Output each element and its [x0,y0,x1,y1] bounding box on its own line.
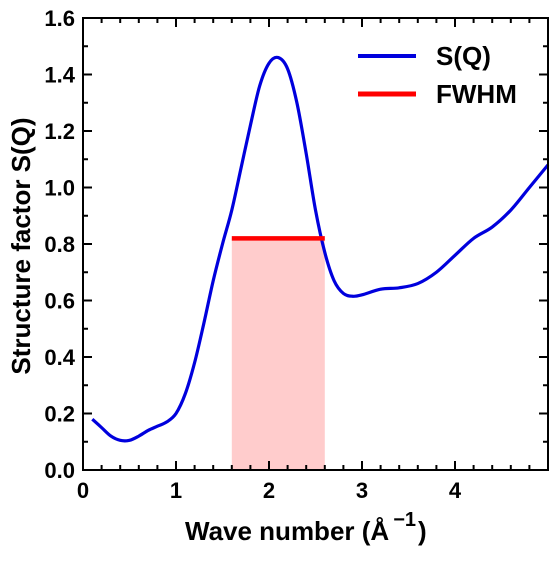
fwhm-fill-layer [231,238,325,470]
series-line-0 [91,55,550,443]
y-tick-label: 1.6 [44,6,75,31]
y-tick-label: 0.6 [44,289,75,314]
x-axis-label-superscript: −1 [393,509,416,531]
y-tick-label: 0.2 [44,402,75,427]
x-tick-label: 4 [449,478,462,503]
fwhm-fill [231,238,325,470]
y-tick-label: 0.8 [44,232,75,257]
legend: S(Q) FWHM [358,41,517,109]
x-axis-label-main: Wave number (Å [185,516,389,546]
y-axis-label: Structure factor S(Q) [6,117,36,374]
y-tick-label: 1.4 [44,63,75,88]
y-tick-label: 1.2 [44,119,75,144]
x-tick-label: 1 [170,478,182,503]
y-tick-label: 0.4 [44,345,75,370]
tick-layer [82,17,549,471]
x-tick-label: 3 [356,478,368,503]
x-axis-label: Wave number (Å −1) [185,509,427,546]
series-layer [91,55,550,443]
x-axis-label-close: ) [418,516,427,546]
x-tick-label: 2 [263,478,275,503]
y-tick-label: 0.0 [44,458,75,483]
y-tick-label: 1.0 [44,176,75,201]
legend-fwhm-label: FWHM [436,79,517,109]
tick-label-layer: 0 1 2 3 4 0.0 0.2 0.4 0.6 0.8 1.0 1.2 1.4 1.6 [44,6,461,503]
legend-sq-label: S(Q) [436,41,491,71]
x-tick-label: 0 [77,478,89,503]
